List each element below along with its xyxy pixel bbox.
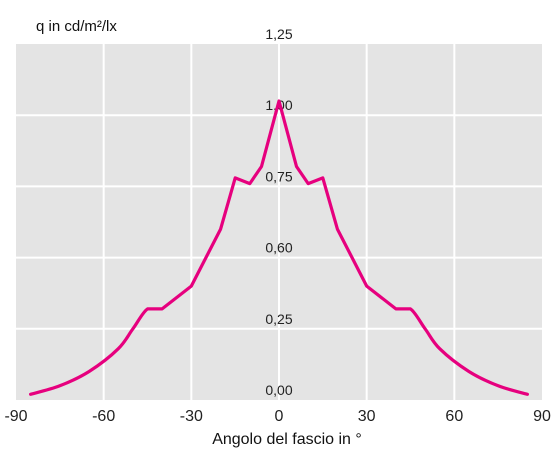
x-axis-ticks: -90 -60 -30 0 30 60 90: [4, 408, 551, 425]
series-line: [29, 99, 529, 396]
x-tick-label: 0: [275, 408, 284, 425]
y-axis-ticks: 0,000,250,600,751,001,25: [265, 26, 292, 398]
x-tick-label: -60: [92, 408, 115, 425]
y-tick-label: 0,60: [265, 240, 292, 256]
x-tick-label: 90: [533, 408, 551, 425]
y-axis-title: q in cd/m²/lx: [36, 18, 117, 35]
x-axis-title: Angolo del fascio in °: [212, 431, 362, 448]
x-tick-label: 30: [358, 408, 376, 425]
y-tick-label: 0,25: [265, 311, 292, 327]
y-tick-label: 1,25: [265, 26, 292, 42]
x-tick-label: -30: [180, 408, 203, 425]
y-tick-label: 0,75: [265, 168, 292, 184]
x-tick-label: -90: [4, 408, 27, 425]
y-tick-label: 0,00: [265, 382, 292, 398]
x-tick-label: 60: [445, 408, 463, 425]
